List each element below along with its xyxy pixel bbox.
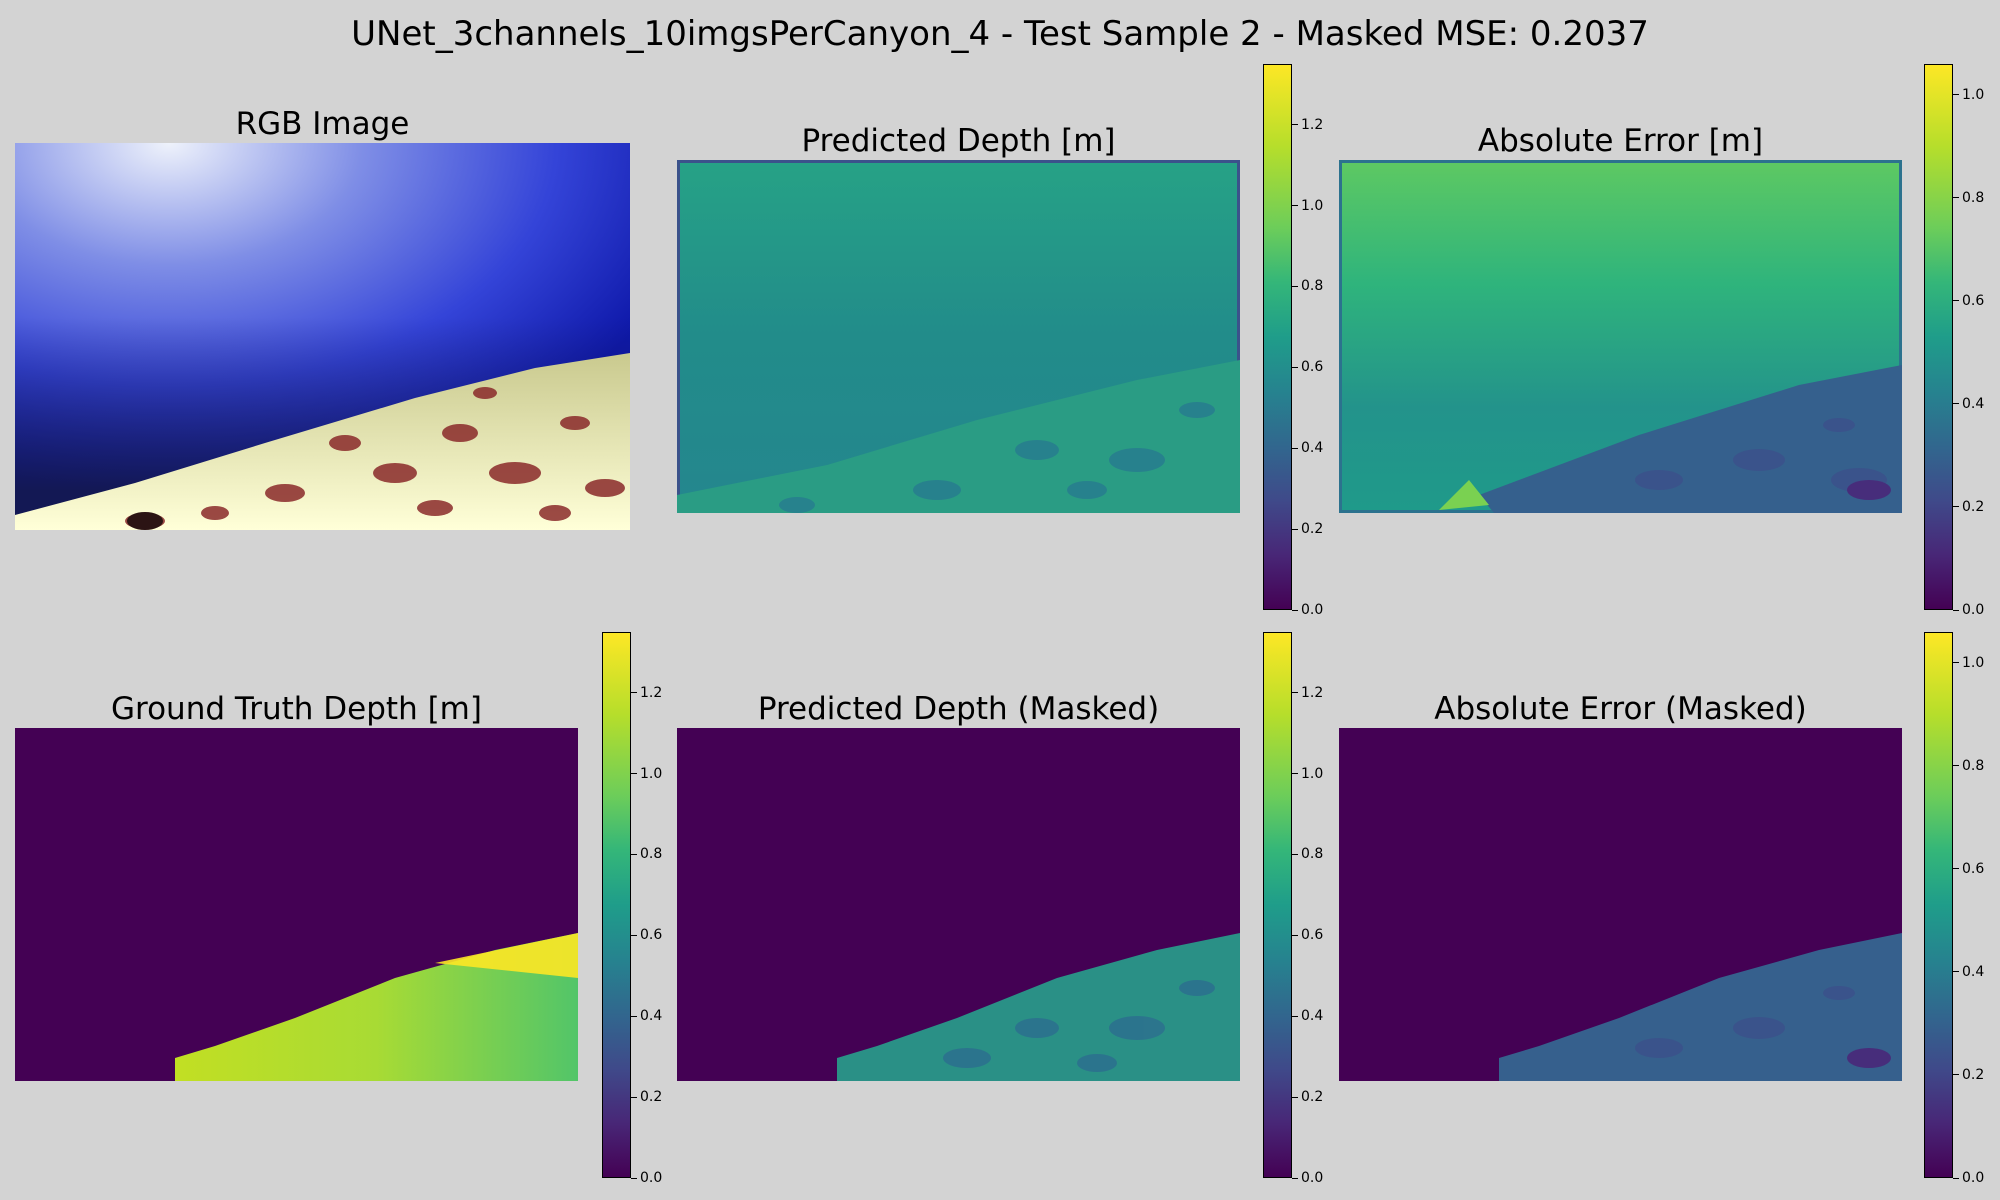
colorbar-tick-label: 0.0 xyxy=(1301,602,1324,618)
colorbar-errm xyxy=(1924,632,1953,1178)
colorbar-tick-label: 1.0 xyxy=(1962,654,1985,671)
colorbar-tick-label: 1.0 xyxy=(640,765,663,782)
colorbar-tick xyxy=(1292,1096,1298,1098)
colorbar-tick xyxy=(631,1015,637,1017)
colorbar-tick xyxy=(1953,662,1959,664)
colorbar-gt xyxy=(602,632,631,1178)
colorbar-tick-label: 0.2 xyxy=(640,1089,663,1106)
panel-title-predm: Predicted Depth (Masked) xyxy=(757,691,1160,727)
colorbar-tick-label: 0.4 xyxy=(1301,440,1324,457)
colorbar-tick xyxy=(1953,403,1959,405)
colorbar-tick xyxy=(1292,853,1298,855)
colorbar-tick xyxy=(1292,692,1298,694)
colorbar-tick xyxy=(1292,773,1298,775)
colorbar-tick-label: 0.2 xyxy=(1301,1089,1324,1106)
colorbar-tick-label: 0.8 xyxy=(1301,278,1324,295)
panel-title-gt: Ground Truth Depth [m] xyxy=(111,691,482,727)
colorbar-tick xyxy=(1953,1074,1959,1076)
colorbar-tick-label: 0.4 xyxy=(640,1008,663,1025)
gt-depth-image xyxy=(15,728,578,1081)
colorbar-tick xyxy=(631,934,637,936)
colorbar-tick xyxy=(1292,1015,1298,1017)
abs-error-masked-image xyxy=(1339,728,1902,1081)
colorbar-tick-label: 1.2 xyxy=(640,684,663,701)
colorbar-tick xyxy=(1292,366,1298,368)
colorbar-tick xyxy=(1953,609,1959,611)
colorbar-tick-label: 1.2 xyxy=(1301,116,1324,133)
colorbar-tick xyxy=(631,773,637,775)
colorbar-tick-label: 0.2 xyxy=(1962,1066,1985,1083)
colorbar-tick-label: 0.6 xyxy=(1301,359,1324,376)
colorbar-tick xyxy=(1953,506,1959,508)
colorbar-tick-label: 0.2 xyxy=(1962,498,1985,515)
rgb-image xyxy=(15,143,630,530)
colorbar-tick xyxy=(631,1177,637,1179)
colorbar-tick-label: 0.8 xyxy=(640,846,663,863)
colorbar-tick xyxy=(1953,971,1959,973)
panel-title-rgb: RGB Image xyxy=(235,106,410,142)
colorbar-tick-label: 0.4 xyxy=(1301,1008,1324,1025)
colorbar-tick xyxy=(1953,300,1959,302)
colorbar-tick-label: 0.6 xyxy=(640,927,663,944)
colorbar-tick-label: 0.0 xyxy=(640,1170,663,1186)
panel-title-errm: Absolute Error (Masked) xyxy=(1434,691,1807,727)
colorbar-tick xyxy=(1953,197,1959,199)
colorbar-tick xyxy=(1292,609,1298,611)
colorbar-tick-label: 0.8 xyxy=(1301,846,1324,863)
colorbar-tick xyxy=(1292,205,1298,207)
colorbar-tick-label: 1.0 xyxy=(1301,765,1324,782)
colorbar-tick-label: 0.2 xyxy=(1301,521,1324,538)
panel-title-err: Absolute Error [m] xyxy=(1477,123,1764,159)
colorbar-tick-label: 0.6 xyxy=(1962,860,1985,877)
colorbar-tick xyxy=(1292,285,1298,287)
abs-error-image xyxy=(1339,160,1902,513)
colorbar-tick xyxy=(1953,1177,1959,1179)
colorbar-tick-label: 0.0 xyxy=(1962,602,1985,618)
colorbar-tick-label: 1.0 xyxy=(1301,197,1324,214)
colorbar-tick-label: 1.0 xyxy=(1962,86,1985,103)
colorbar-tick-label: 0.4 xyxy=(1962,395,1985,412)
colorbar-tick-label: 0.6 xyxy=(1962,292,1985,309)
colorbar-tick-label: 0.0 xyxy=(1962,1170,1985,1186)
figure-title: UNet_3channels_10imgsPerCanyon_4 - Test … xyxy=(351,14,1649,54)
colorbar-tick xyxy=(631,692,637,694)
colorbar-tick xyxy=(1953,868,1959,870)
colorbar-tick xyxy=(1292,934,1298,936)
colorbar-err xyxy=(1924,64,1953,610)
panel-title-pred: Predicted Depth [m] xyxy=(801,123,1116,159)
colorbar-tick-label: 0.8 xyxy=(1962,189,1985,206)
colorbar-pred xyxy=(1263,64,1292,610)
colorbar-tick xyxy=(1953,94,1959,96)
colorbar-tick xyxy=(1953,765,1959,767)
colorbar-tick xyxy=(1292,528,1298,530)
colorbar-tick-label: 0.0 xyxy=(1301,1170,1324,1186)
colorbar-tick xyxy=(1292,1177,1298,1179)
colorbar-tick-label: 0.6 xyxy=(1301,927,1324,944)
colorbar-tick-label: 1.2 xyxy=(1301,684,1324,701)
colorbar-tick xyxy=(1292,447,1298,449)
colorbar-tick-label: 0.4 xyxy=(1962,963,1985,980)
pred-depth-image xyxy=(677,160,1240,513)
colorbar-predm xyxy=(1263,632,1292,1178)
pred-depth-masked-image xyxy=(677,728,1240,1081)
colorbar-tick xyxy=(631,853,637,855)
colorbar-tick xyxy=(1292,124,1298,126)
colorbar-tick xyxy=(631,1096,637,1098)
colorbar-tick-label: 0.8 xyxy=(1962,757,1985,774)
